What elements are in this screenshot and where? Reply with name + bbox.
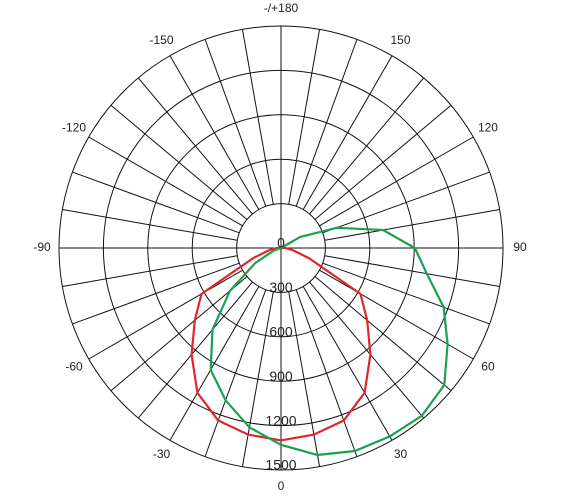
- spoke: [62, 208, 238, 241]
- spoke: [309, 77, 425, 215]
- spoke: [72, 262, 240, 325]
- radius-label: 0: [277, 235, 285, 251]
- angle-label: -60: [65, 360, 83, 374]
- spoke: [302, 286, 393, 441]
- spoke: [324, 208, 500, 241]
- spoke: [288, 29, 321, 205]
- angle-label: -/+180: [264, 1, 299, 15]
- radius-label: 1500: [265, 457, 296, 473]
- spoke: [322, 262, 490, 325]
- spoke: [169, 286, 260, 441]
- spoke: [204, 39, 267, 207]
- angle-label: 150: [390, 33, 410, 47]
- angle-label: -30: [153, 447, 171, 461]
- spoke: [62, 255, 238, 288]
- spoke: [137, 77, 253, 215]
- spoke: [88, 136, 243, 227]
- radius-label: 1200: [265, 412, 296, 428]
- spoke: [72, 171, 240, 234]
- spoke: [110, 276, 248, 392]
- radius-label: 900: [269, 368, 293, 384]
- spoke: [137, 281, 253, 419]
- spoke: [319, 269, 474, 360]
- spoke: [295, 289, 358, 457]
- spoke: [295, 39, 358, 207]
- radius-label: 300: [269, 279, 293, 295]
- angle-label: 120: [478, 121, 498, 135]
- spoke: [314, 104, 452, 220]
- intensity-curve: [209, 226, 449, 457]
- radius-label: 600: [269, 324, 293, 340]
- spoke: [288, 291, 321, 467]
- spoke: [110, 104, 248, 220]
- spoke: [319, 136, 474, 227]
- angle-label: 30: [394, 447, 408, 461]
- angle-label: -150: [149, 33, 173, 47]
- spoke: [241, 29, 274, 205]
- spoke: [204, 289, 267, 457]
- angle-label: -90: [33, 240, 51, 254]
- spoke: [309, 281, 425, 419]
- angle-label: -120: [62, 121, 86, 135]
- spoke: [241, 291, 274, 467]
- angle-label: 0: [278, 479, 285, 493]
- spoke: [314, 276, 452, 392]
- intensity-curve: [190, 246, 372, 442]
- spoke: [324, 255, 500, 288]
- spoke: [322, 171, 490, 234]
- angle-label: 60: [481, 360, 495, 374]
- spoke: [88, 269, 243, 360]
- spoke: [169, 55, 260, 210]
- spoke: [302, 55, 393, 210]
- angle-label: 90: [513, 240, 527, 254]
